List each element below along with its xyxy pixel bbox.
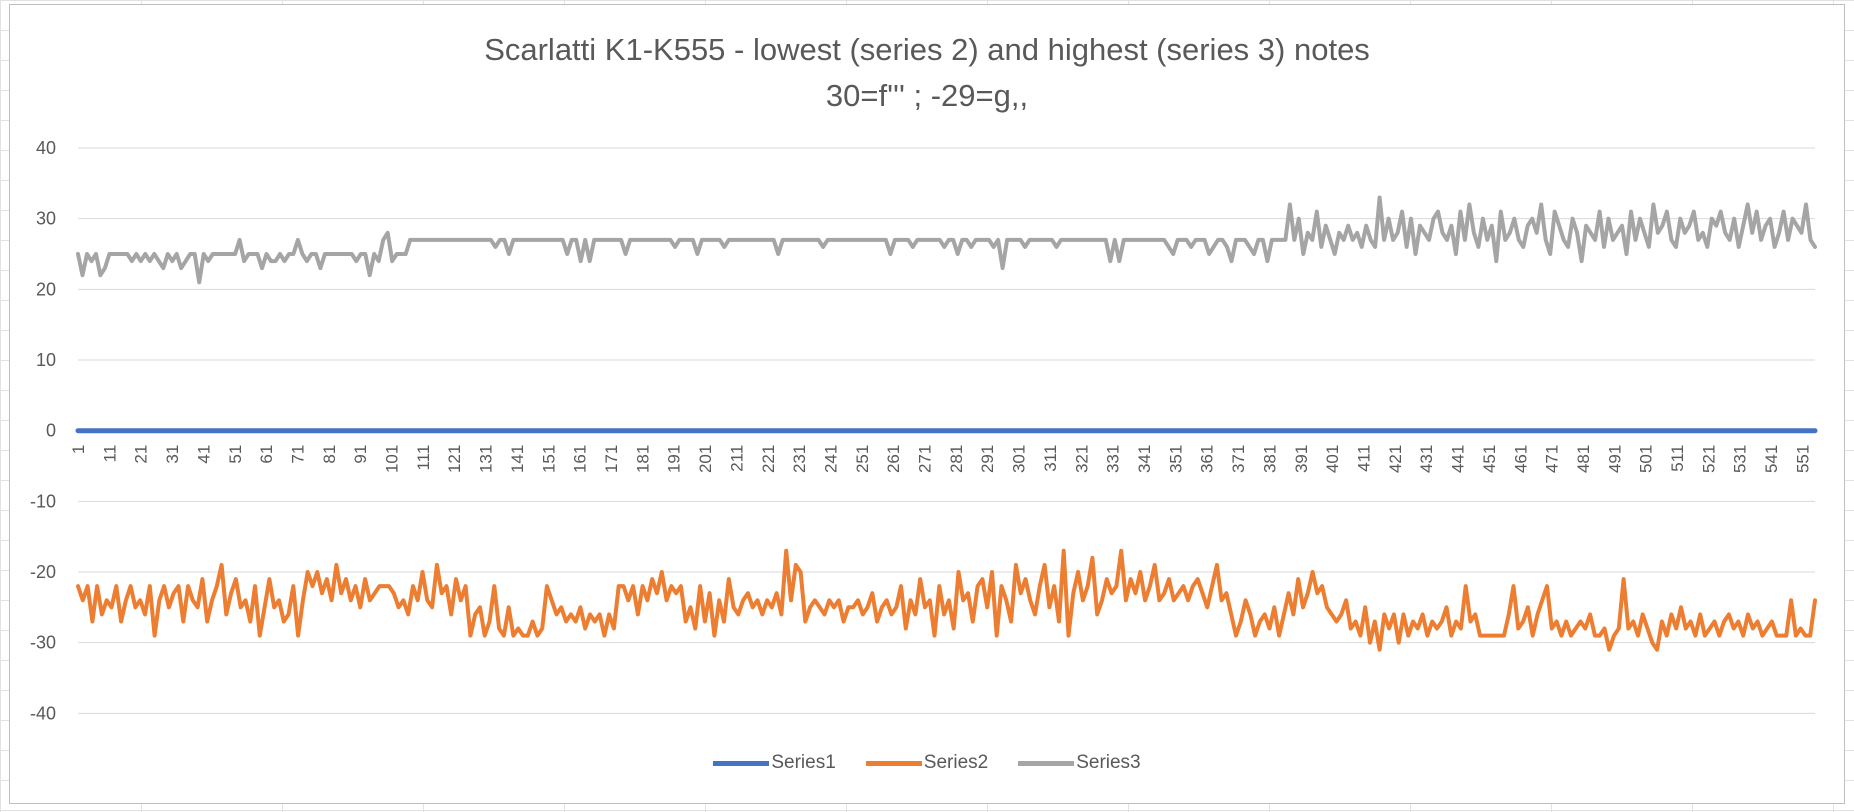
- x-tick-label: 301: [1010, 445, 1029, 473]
- series-line-series3: [76, 195, 1817, 285]
- x-tick-label: 241: [821, 445, 840, 473]
- x-tick-label: 151: [539, 445, 558, 473]
- legend-item-series1: Series1: [713, 752, 836, 774]
- y-tick-label: -40: [30, 703, 56, 723]
- x-tick-label: 271: [916, 445, 935, 473]
- legend-swatch-series2: [865, 760, 922, 766]
- x-tick-label: 1: [69, 445, 88, 454]
- x-tick-label: 71: [288, 445, 307, 464]
- x-tick-label: 381: [1260, 445, 1279, 473]
- x-tick-label: 221: [759, 445, 778, 473]
- x-tick-label: 471: [1543, 445, 1562, 473]
- x-tick-label: 441: [1449, 445, 1468, 473]
- x-tick-label: 51: [226, 445, 245, 464]
- x-tick-label: 111: [414, 445, 433, 471]
- x-tick-label: 261: [884, 445, 903, 473]
- x-tick-label: 201: [696, 445, 715, 473]
- x-tick-label: 131: [477, 445, 496, 473]
- x-tick-label: 511: [1668, 445, 1687, 472]
- legend-swatch-series3: [1018, 760, 1075, 766]
- x-tick-label: 211: [727, 445, 746, 472]
- chart-area[interactable]: [9, 4, 1845, 804]
- x-tick-label: 141: [508, 445, 527, 473]
- x-tick-label: 541: [1762, 445, 1781, 473]
- y-tick-label: 10: [36, 350, 56, 370]
- x-tick-label: 251: [853, 445, 872, 473]
- x-tick-label: 31: [163, 445, 182, 464]
- x-tick-label: 171: [602, 445, 621, 473]
- chart-legend: Series1 Series2 Series3: [0, 746, 1854, 780]
- x-tick-label: 341: [1135, 445, 1154, 473]
- y-tick-label: 0: [46, 421, 56, 441]
- legend-item-series2: Series2: [865, 752, 989, 774]
- x-tick-label: 371: [1229, 445, 1248, 473]
- x-tick-label: 61: [257, 445, 276, 464]
- y-tick-label: 30: [36, 209, 56, 229]
- y-tick-label: -30: [30, 633, 56, 653]
- x-tick-label: 161: [571, 445, 590, 473]
- series-line-series2: [76, 548, 1817, 652]
- chart-title: Scarlatti K1-K555 - lowest (series 2) an…: [484, 32, 1370, 67]
- x-tick-label: 451: [1480, 445, 1499, 473]
- x-tick-label: 421: [1386, 445, 1405, 473]
- legend-label-series1: Series1: [771, 752, 836, 773]
- x-tick-label: 181: [633, 445, 652, 473]
- x-tick-label: 551: [1793, 445, 1812, 473]
- x-tick-label: 331: [1104, 445, 1123, 473]
- x-tick-label: 521: [1699, 445, 1718, 473]
- x-tick-label: 291: [978, 445, 997, 473]
- x-tick-label: 281: [947, 445, 966, 473]
- x-tick-label: 41: [194, 445, 213, 464]
- x-tick-label: 501: [1637, 445, 1656, 473]
- legend-item-series3: Series3: [1018, 752, 1141, 774]
- x-tick-label: 481: [1574, 445, 1593, 473]
- x-tick-label: 81: [320, 445, 339, 464]
- x-tick-label: 491: [1605, 445, 1624, 473]
- legend-label-series3: Series3: [1076, 752, 1141, 773]
- x-tick-label: 191: [665, 445, 684, 473]
- x-tick-label: 121: [445, 445, 464, 473]
- y-tick-label: -20: [30, 562, 56, 582]
- x-tick-label: 311: [1041, 445, 1060, 472]
- legend-label-series2: Series2: [923, 752, 989, 773]
- x-tick-label: 321: [1072, 445, 1091, 473]
- x-tick-label: 21: [132, 445, 151, 464]
- y-tick-label: -10: [30, 491, 56, 511]
- x-tick-label: 431: [1417, 445, 1436, 473]
- x-tick-label: 391: [1292, 445, 1311, 473]
- y-tick-label: 20: [36, 279, 56, 299]
- x-tick-label: 351: [1166, 445, 1185, 473]
- x-tick-label: 401: [1323, 445, 1342, 473]
- x-tick-label: 101: [383, 445, 402, 473]
- chart-subtitle: 30=f''' ; -29=g,,: [825, 78, 1029, 113]
- x-tick-label: 361: [1198, 445, 1217, 473]
- legend-swatch-series1: [713, 760, 770, 766]
- x-tick-label: 231: [790, 445, 809, 473]
- x-tick-label: 411: [1355, 445, 1374, 472]
- x-tick-label: 531: [1731, 445, 1750, 473]
- y-tick-label: 40: [36, 138, 56, 158]
- x-tick-label: 11: [100, 445, 119, 463]
- x-tick-label: 91: [351, 445, 370, 464]
- x-tick-label: 461: [1511, 445, 1530, 473]
